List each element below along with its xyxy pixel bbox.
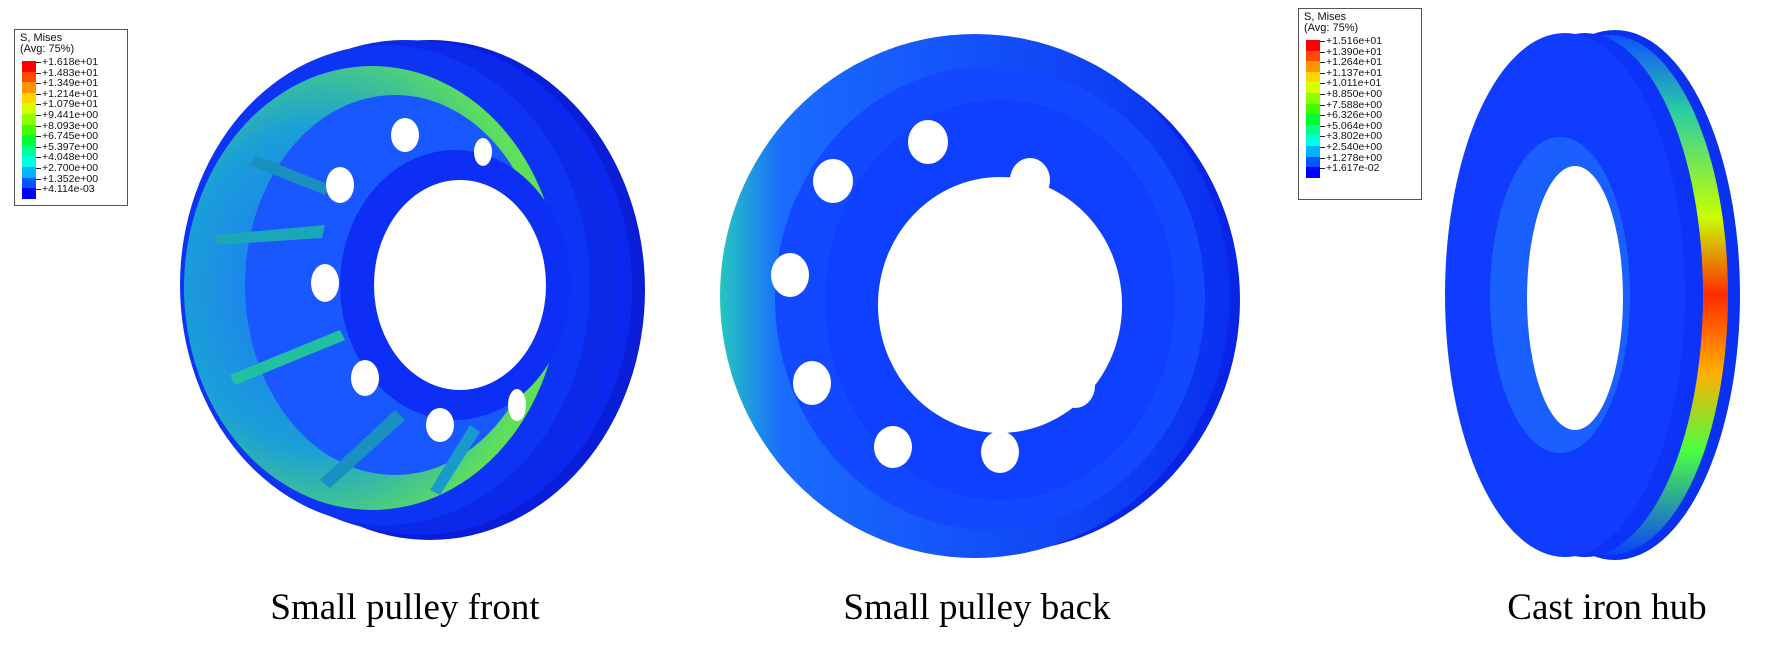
- legend-value: +1.214e+01: [36, 89, 122, 100]
- legend-swatch: [22, 177, 36, 189]
- legend-swatch: [1306, 61, 1320, 72]
- legend-value: +1.390e+01: [1320, 46, 1416, 58]
- legend-value: +7.588e+00: [1320, 99, 1416, 111]
- legend-value: +8.093e+00: [36, 120, 122, 132]
- legend-swatch: [1306, 50, 1320, 62]
- legend-colorbar-left: [22, 61, 36, 199]
- caption-small-pulley-front: Small pulley front: [270, 587, 540, 628]
- legend-value: +3.802e+00: [1320, 131, 1416, 142]
- legend-swatch: [22, 145, 36, 157]
- stress-legend-right: S, Mises (Avg: 75%) +1.516e+01 +1.390e+01…: [1298, 8, 1422, 200]
- legend-swatch: [1306, 82, 1320, 93]
- legend-subtitle-right: (Avg: 75%): [1304, 22, 1359, 34]
- legend-value: +1.349e+01: [36, 78, 122, 89]
- legend-value: +1.137e+01: [1320, 68, 1416, 79]
- legend-swatch: [22, 135, 36, 146]
- legend-value: +6.745e+00: [36, 131, 122, 142]
- legend-swatch: [1306, 167, 1320, 178]
- legend-swatch: [1306, 145, 1320, 157]
- legend-values-right: +1.516e+01 +1.390e+01 +1.264e+01 +1.137e+01…: [1320, 36, 1416, 174]
- legend-value: +1.352e+00: [36, 173, 122, 185]
- legend-swatch: [22, 103, 36, 114]
- legend-swatch: [1306, 71, 1320, 83]
- legend-value: +1.264e+01: [1320, 57, 1416, 68]
- caption-cast-iron-hub: Cast iron hub: [1507, 587, 1707, 628]
- legend-swatch: [22, 113, 36, 125]
- legend-swatch: [22, 156, 36, 167]
- small-pulley-back-model: [720, 34, 1240, 558]
- legend-colorbar-right: [1306, 40, 1320, 178]
- legend-swatch: [1306, 156, 1320, 168]
- caption-small-pulley-back: Small pulley back: [843, 587, 1111, 628]
- legend-swatch: [22, 71, 36, 83]
- legend-swatch: [22, 188, 36, 199]
- legend-value: +6.326e+00: [1320, 110, 1416, 121]
- legend-value: +5.064e+00: [1320, 121, 1416, 132]
- legend-value: +1.516e+01: [1320, 36, 1416, 47]
- legend-value: +8.850e+00: [1320, 89, 1416, 100]
- legend-swatch: [1306, 103, 1320, 115]
- legend-value: +1.618e+01: [36, 57, 122, 68]
- legend-value: +2.700e+00: [36, 163, 122, 174]
- legend-value: +1.278e+00: [1320, 152, 1416, 164]
- legend-value: +4.114e-03: [36, 184, 122, 195]
- legend-swatch: [1306, 135, 1320, 146]
- legend-value: +5.397e+00: [36, 142, 122, 153]
- legend-swatch: [22, 92, 36, 104]
- legend-values-left: +1.618e+01 +1.483e+01 +1.349e+01 +1.214e+01…: [36, 57, 122, 195]
- legend-value: +9.441e+00: [36, 110, 122, 121]
- legend-subtitle-left: (Avg: 75%): [20, 43, 75, 55]
- legend-swatch: [22, 82, 36, 93]
- legend-swatch: [1306, 92, 1320, 104]
- stress-legend-left: S, Mises (Avg: 75%) +1.618e+01 +1.483e+01…: [14, 29, 128, 206]
- small-pulley-front-model: [180, 40, 645, 540]
- cast-iron-hub-model: [1445, 30, 1740, 560]
- legend-value: +1.617e-02: [1320, 163, 1416, 174]
- legend-value: +1.483e+01: [36, 67, 122, 79]
- legend-value: +4.048e+00: [36, 152, 122, 163]
- legend-swatch: [22, 124, 36, 136]
- legend-value: +2.540e+00: [1320, 142, 1416, 153]
- legend-title-left: S, Mises: [20, 32, 63, 44]
- legend-swatch: [1306, 114, 1320, 125]
- legend-swatch: [22, 166, 36, 178]
- legend-swatch: [1306, 40, 1320, 51]
- legend-swatch: [1306, 124, 1320, 136]
- legend-swatch: [22, 61, 36, 72]
- legend-value: +1.079e+01: [36, 99, 122, 110]
- legend-value: +1.011e+01: [1320, 78, 1416, 89]
- legend-title-right: S, Mises: [1304, 11, 1347, 23]
